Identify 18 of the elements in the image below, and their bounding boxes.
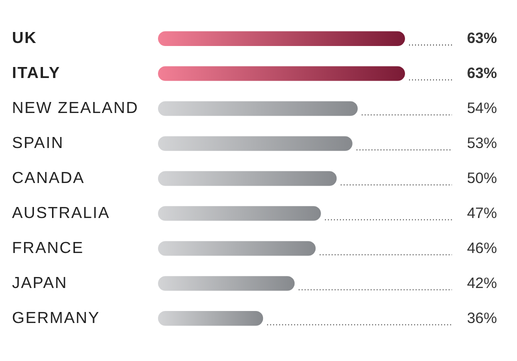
data-label: 63% xyxy=(466,65,497,82)
y-tick-label: NEW ZEALAND xyxy=(12,100,139,118)
y-tick-label: JAPAN xyxy=(12,274,68,292)
y-tick-label: AUSTRALIA xyxy=(12,204,110,222)
y-tick-label: UK xyxy=(12,30,38,48)
y-tick-label: CANADA xyxy=(12,170,85,187)
data-label: 36% xyxy=(466,310,497,327)
y-tick-label: GERMANY xyxy=(12,310,100,327)
data-label: 53% xyxy=(466,135,497,152)
data-label: 46% xyxy=(466,240,497,257)
y-tick-label: SPAIN xyxy=(12,135,64,152)
y-tick-label: ITALY xyxy=(12,65,61,82)
data-label: 47% xyxy=(466,204,497,222)
data-label: 50% xyxy=(466,170,497,187)
y-tick-label: FRANCE xyxy=(12,240,84,257)
data-label: 63% xyxy=(466,30,497,48)
data-label: 42% xyxy=(466,274,497,292)
data-label: 54% xyxy=(466,100,497,118)
